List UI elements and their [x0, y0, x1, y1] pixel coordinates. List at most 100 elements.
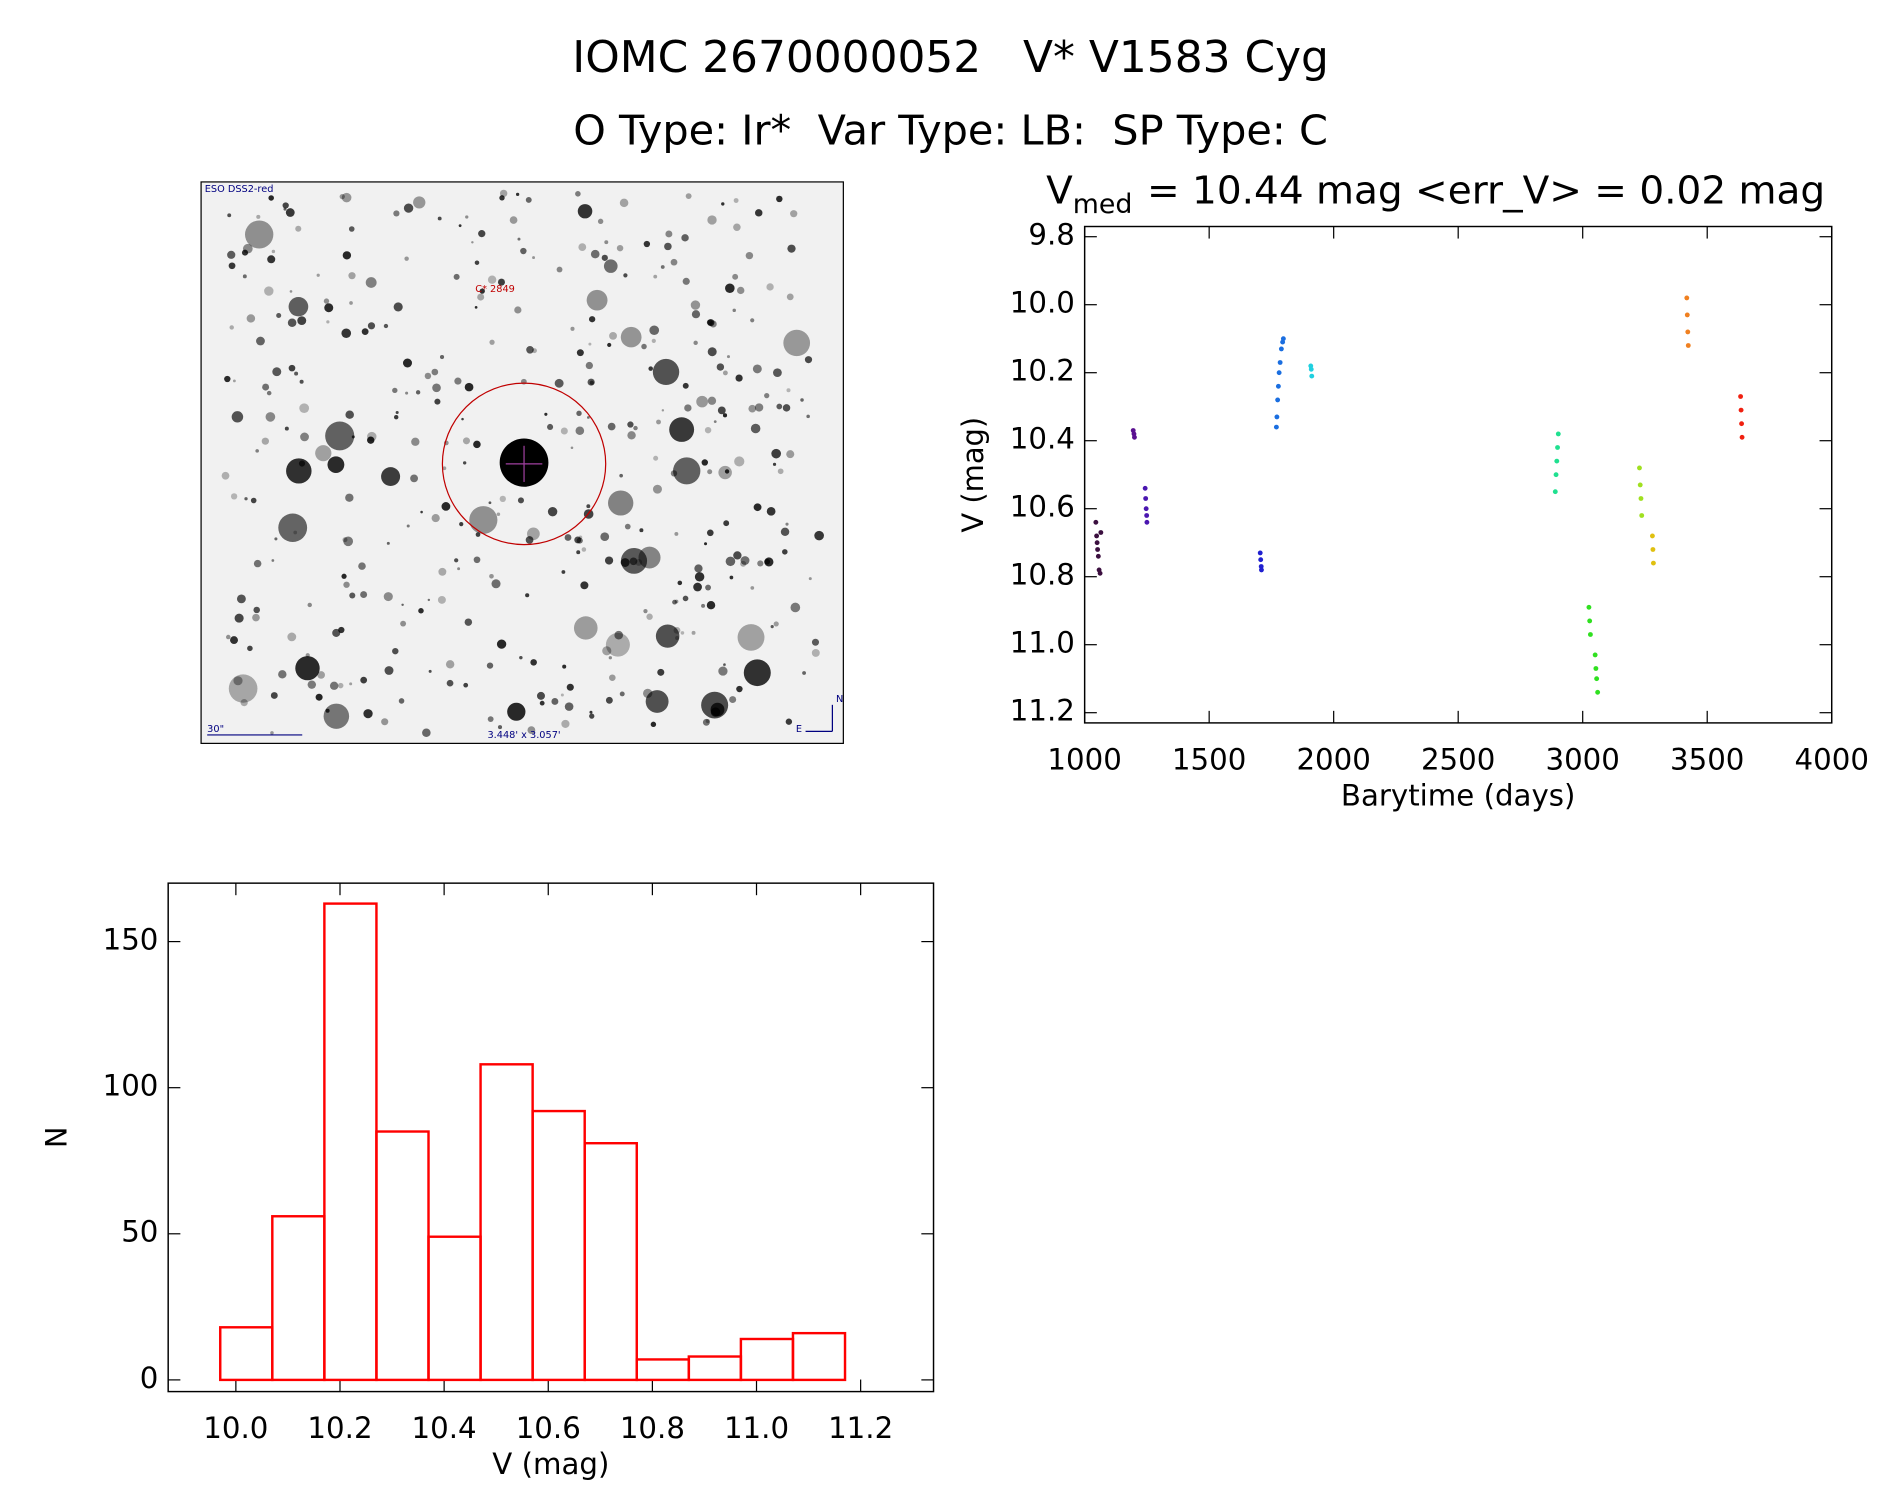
star: [499, 495, 506, 503]
y-tick-label: 10.2: [1010, 354, 1075, 388]
y-tick-label: 10.8: [1010, 558, 1075, 592]
star: [664, 242, 672, 251]
star: [266, 390, 272, 396]
star: [341, 192, 352, 203]
star: [487, 716, 494, 723]
star: [691, 630, 696, 635]
star: [228, 674, 258, 703]
star: [693, 340, 698, 345]
star: [661, 409, 665, 412]
star: [525, 196, 532, 203]
star: [694, 564, 703, 573]
star: [614, 630, 624, 640]
star: [247, 645, 253, 652]
star: [231, 411, 244, 423]
star: [289, 290, 293, 293]
star: [232, 379, 236, 383]
star: [462, 437, 471, 445]
star: [404, 256, 409, 261]
star: [740, 560, 747, 567]
title: IOMC 2670000052 V* V1583 Cyg: [572, 33, 1329, 83]
star: [477, 293, 485, 301]
point: [1738, 407, 1744, 413]
star: [733, 551, 742, 560]
star: [224, 375, 231, 383]
star: [256, 214, 261, 219]
star: [487, 275, 497, 284]
star: [317, 671, 325, 679]
subtitle: O Type: Ir* Var Type: LB: SP Type: C: [573, 107, 1328, 155]
star: [413, 196, 426, 209]
star: [474, 305, 478, 309]
star: [627, 431, 636, 440]
star: [295, 656, 320, 681]
point: [1684, 312, 1690, 318]
point: [1592, 652, 1598, 658]
star: [753, 503, 762, 512]
star: [228, 262, 236, 270]
star: [437, 595, 446, 604]
star: [570, 446, 574, 450]
star: [660, 265, 665, 269]
star: [392, 647, 399, 655]
star: [556, 266, 563, 273]
x-tick-label: 10.6: [516, 1411, 581, 1445]
star: [577, 204, 593, 219]
star: [772, 462, 777, 466]
star: [445, 660, 455, 669]
star: [675, 636, 680, 641]
star: [745, 251, 754, 260]
star: [230, 493, 238, 500]
star: [736, 286, 745, 295]
bar: [791, 1331, 847, 1382]
star: [694, 572, 705, 582]
star: [525, 593, 530, 598]
bar: [271, 1215, 326, 1382]
star: [790, 210, 798, 218]
star: [639, 528, 644, 533]
star: [735, 374, 743, 382]
star: [722, 413, 728, 418]
star: [561, 719, 570, 728]
star: [295, 225, 302, 232]
y-tick-label: 11.2: [1010, 694, 1075, 728]
star: [706, 529, 714, 537]
star: [729, 696, 737, 704]
star: [718, 465, 732, 480]
star: [657, 668, 665, 676]
star: [674, 531, 679, 536]
star: [608, 656, 612, 660]
point: [1095, 553, 1101, 559]
star: [764, 393, 770, 399]
star: [285, 208, 295, 217]
star: [244, 497, 248, 501]
star: [785, 522, 789, 526]
point: [1094, 533, 1100, 539]
star: [601, 254, 608, 261]
star: [418, 608, 424, 614]
star: [800, 398, 804, 402]
star: [560, 693, 564, 697]
star: [752, 364, 762, 374]
star: [755, 209, 763, 217]
survey-label: ESO DSS2-red: [205, 184, 274, 195]
star: [619, 198, 629, 208]
y-axis-label: V (mag): [956, 417, 990, 533]
star: [609, 332, 617, 340]
star: [270, 731, 274, 735]
title-part: = 10.44 mag <err_V> = 0.02 mag: [1147, 168, 1825, 213]
point: [1637, 465, 1642, 471]
star: [724, 469, 730, 474]
star: [603, 259, 618, 273]
star: [349, 592, 356, 599]
star: [261, 437, 269, 445]
star: [287, 632, 297, 642]
star: [339, 194, 345, 200]
plot-frame: [1083, 225, 1833, 724]
star: [499, 195, 505, 201]
star: [386, 541, 390, 545]
star: [337, 682, 344, 689]
star: [343, 581, 350, 588]
star: [253, 559, 262, 568]
